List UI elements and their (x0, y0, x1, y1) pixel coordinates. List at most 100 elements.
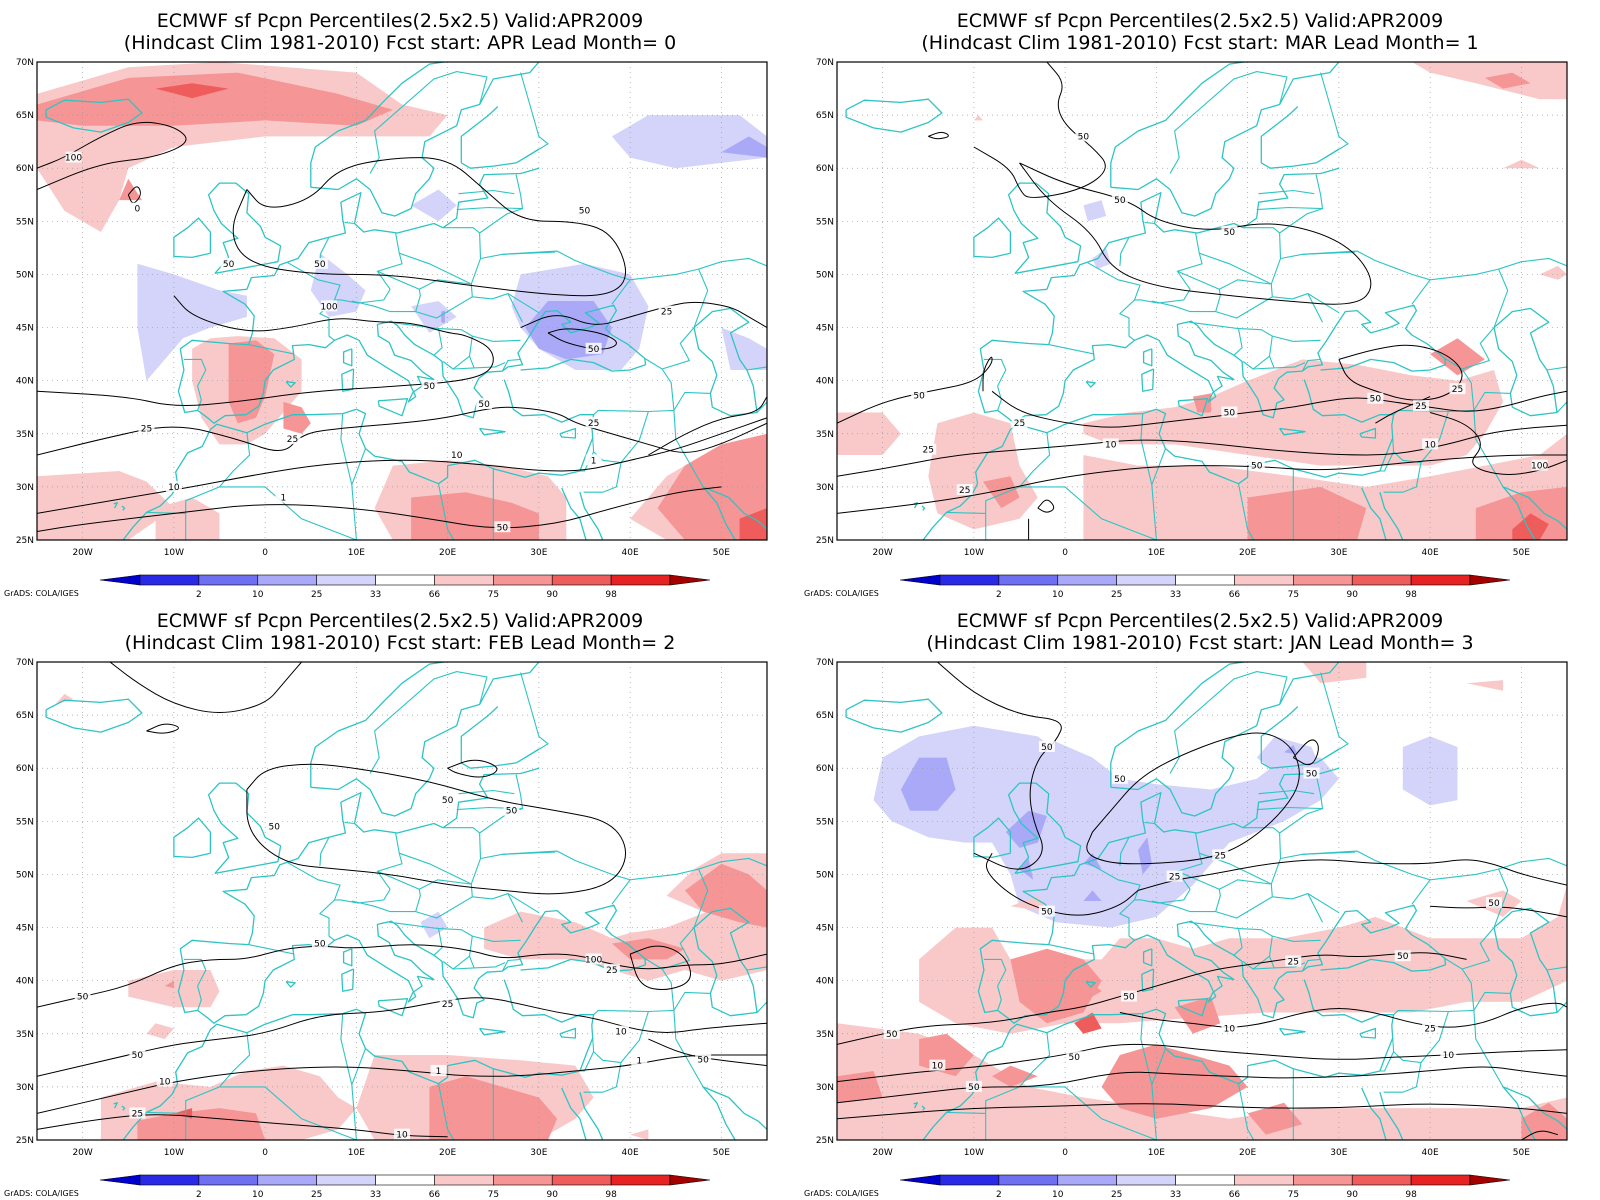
lon-tick-label: 10W (964, 1148, 984, 1158)
colorbar: 2 10 25 33 66 75 90 98 (899, 1174, 1511, 1200)
shaded-region (684, 863, 767, 928)
shaded-region (155, 83, 229, 99)
map-area: 100 0 50 50 50 100 50 25 50 25 25 50 25 10 10 1 1 50 (37, 62, 767, 540)
map-title-line1: ECMWF sf Pcpn Percentiles(2.5x2.5) Valid… (157, 610, 643, 632)
contour-label: 25 (141, 424, 152, 434)
lat-tick-label: 40N (816, 977, 834, 987)
lat-tick-label: 40N (16, 377, 34, 387)
colorbar-label: 90 (546, 590, 558, 600)
colorbar-bin (434, 1174, 494, 1186)
lon-tick-label: 50E (713, 548, 730, 558)
shaded-region (411, 189, 457, 222)
country-borders (146, 71, 767, 540)
lat-tick-label: 65N (816, 111, 834, 121)
contour-label: 10 (396, 1131, 408, 1141)
colorbar-bin (1175, 1174, 1235, 1186)
lat-tick-label: 60N (16, 764, 34, 774)
contour-label: 50 (913, 392, 925, 402)
colorbar-label: 25 (311, 1190, 322, 1200)
lat-tick-label: 25N (16, 1136, 34, 1146)
colorbar-label: 98 (605, 1190, 617, 1200)
colorbar-label: 10 (1052, 590, 1064, 600)
colorbar-label: 66 (1229, 1190, 1241, 1200)
colorbar-label: 10 (252, 1190, 264, 1200)
colorbar-bin (316, 1174, 376, 1186)
contour-label: 50 (886, 1030, 898, 1040)
contour-label: 25 (606, 966, 617, 976)
map-title-line1: ECMWF sf Pcpn Percentiles(2.5x2.5) Valid… (957, 10, 1443, 32)
colorbar-label: 75 (1288, 1190, 1299, 1200)
lat-tick-label: 40N (16, 977, 34, 987)
lat-tick-label: 55N (816, 217, 834, 227)
lat-tick-label: 25N (16, 536, 34, 546)
colorbar-bin (316, 574, 376, 586)
country-borders (946, 671, 1567, 1140)
contour-label: 25 (923, 446, 934, 456)
shaded-region (1302, 662, 1367, 684)
colorbar-bin (610, 1174, 671, 1186)
grads-credit: GrADS: COLA/IGES (804, 589, 879, 598)
shaded-region (1083, 853, 1102, 870)
colorbar-label: 66 (429, 590, 441, 600)
contour-label: 50 (424, 382, 436, 392)
lat-tick-label: 35N (816, 1030, 834, 1040)
contour-label: 50 (1488, 899, 1500, 909)
contour-label: 25 (1215, 851, 1226, 861)
colorbar-arrow-low (899, 574, 941, 586)
shaded-region (1247, 1102, 1303, 1135)
colorbar-label: 33 (1170, 590, 1181, 600)
coastlines (45, 662, 767, 1140)
colorbar-bin (493, 574, 553, 586)
lat-tick-label: 60N (16, 164, 34, 174)
colorbar-bin (1057, 574, 1117, 586)
lon-tick-label: 40E (622, 1148, 639, 1158)
colorbar-label: 33 (370, 1190, 381, 1200)
grads-credit: GrADS: COLA/IGES (804, 1189, 879, 1198)
contour-label: 100 (585, 955, 602, 965)
lat-tick-label: 55N (16, 817, 34, 827)
map-title-line2: (Hindcast Clim 1981-2010) Fcst start: FE… (125, 632, 676, 654)
contour-label: 1 (591, 456, 597, 466)
lon-tick-label: 30E (1330, 548, 1347, 558)
colorbar: 2 10 25 33 66 75 90 98 (899, 574, 1511, 600)
lon-tick-label: 0 (262, 1148, 268, 1158)
lon-tick-label: 50E (1513, 1148, 1530, 1158)
lon-tick-label: 20E (439, 1148, 456, 1158)
contour-label: 25 (661, 308, 672, 318)
shaded-region (484, 895, 767, 981)
coastlines (845, 62, 1567, 540)
shaded-region (37, 72, 393, 126)
contour-label: 10 (1105, 440, 1117, 450)
lat-tick-label: 45N (16, 924, 34, 934)
colorbar-label: 33 (1170, 1190, 1181, 1200)
colorbar-arrow-high (669, 1174, 711, 1186)
map-frame (36, 661, 768, 1141)
colorbar-label: 66 (1229, 590, 1241, 600)
colorbar-label: 98 (1405, 590, 1417, 600)
colorbar-label: 90 (1346, 590, 1358, 600)
colorbar-label: 75 (488, 1190, 499, 1200)
shaded-region (1083, 890, 1102, 901)
contour-label: 50 (1397, 952, 1409, 962)
contour-label: 50 (697, 1055, 709, 1065)
lon-tick-label: 20W (72, 548, 92, 558)
gridlines (837, 62, 1567, 540)
contour-label: 50 (314, 260, 326, 270)
contour-label: 1 (281, 494, 287, 504)
lon-tick-label: 10E (1148, 1148, 1165, 1158)
colorbar-bin (1410, 1174, 1471, 1186)
shaded-region (721, 136, 767, 158)
lon-tick-label: 40E (622, 548, 639, 558)
map-title-line1: ECMWF sf Pcpn Percentiles(2.5x2.5) Valid… (957, 610, 1443, 632)
shaded-region (1484, 72, 1531, 89)
contour-label: 100 (320, 302, 337, 312)
contour-label: 50 (497, 523, 509, 533)
shaded-region (1083, 433, 1567, 540)
contour-label: 25 (1288, 958, 1299, 968)
lat-tick-label: 60N (816, 164, 834, 174)
colorbar: 2 10 25 33 66 75 90 98 (99, 574, 711, 600)
contour-label: 25 (132, 1109, 143, 1119)
lon-tick-label: 10E (348, 548, 365, 558)
colorbar-arrow-high (669, 574, 711, 586)
colorbar-bin (1234, 1174, 1294, 1186)
